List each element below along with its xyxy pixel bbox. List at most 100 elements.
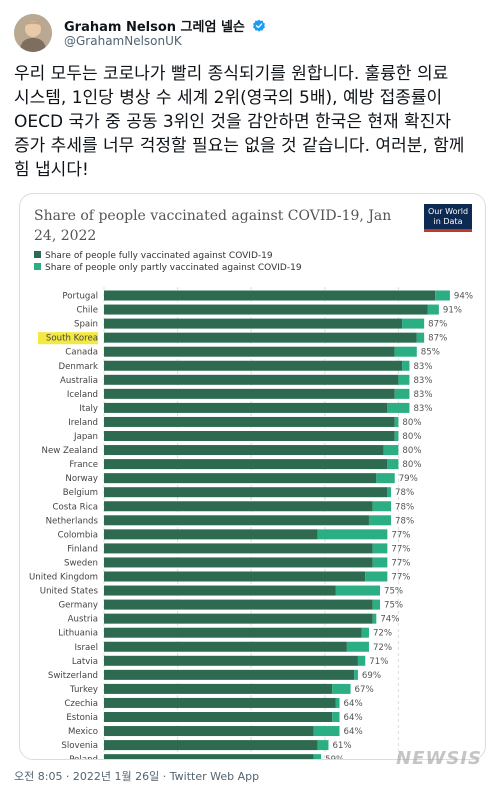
bar-fully-vaccinated [104,613,373,624]
category-label: Iceland [67,390,98,400]
legend-label-partly: Share of people only partly vaccinated a… [45,263,302,273]
bar-partly-vaccinated [402,318,425,329]
category-label: Costa Rica [53,502,98,512]
category-label: Slovenia [61,741,98,751]
bar-fully-vaccinated [104,571,366,582]
bar-fully-vaccinated [104,669,355,680]
author-handle[interactable]: @GrahamNelsonUK [64,34,182,48]
bar-partly-vaccinated [387,402,410,413]
total-value-label: 80% [402,446,421,456]
author-name-row[interactable]: Graham Nelson 그레엄 넬슨 [64,16,266,37]
legend-item-fully: Share of people fully vaccinated against… [34,250,302,262]
owid-logo-line2: in Data [433,217,463,226]
bar-partly-vaccinated [435,290,450,301]
bar-partly-vaccinated [346,641,369,652]
total-value-label: 80% [402,432,421,442]
bar-fully-vaccinated [104,318,403,329]
category-label: Latvia [72,657,98,667]
total-value-label: 77% [391,558,410,568]
category-label: Poland [69,755,98,759]
bar-partly-vaccinated [361,627,369,638]
total-value-label: 64% [344,699,363,709]
bar-partly-vaccinated [317,529,388,540]
tweet-timestamp[interactable]: 오전 8:05 · 2022년 1월 26일 · Twitter Web App [14,770,260,783]
bar-fully-vaccinated [104,557,373,568]
bar-fully-vaccinated [104,754,314,759]
avatar[interactable] [14,14,52,52]
category-label: Switzerland [48,671,98,681]
total-value-label: 78% [395,516,414,526]
verified-badge-icon [252,19,266,37]
bar-partly-vaccinated [416,332,425,343]
attached-chart-image[interactable]: Share of people vaccinated against COVID… [19,193,486,760]
category-label: Turkey [69,685,98,695]
total-value-label: 83% [413,362,432,372]
bar-partly-vaccinated [357,655,366,666]
total-value-label: 71% [369,657,388,667]
bar-partly-vaccinated [383,445,399,456]
total-value-label: 59% [325,755,344,759]
category-label: United States [40,587,99,597]
total-value-label: 75% [384,587,403,597]
legend-label-fully: Share of people fully vaccinated against… [45,251,273,261]
bar-partly-vaccinated [313,754,322,759]
category-label: France [69,460,98,470]
total-value-label: 64% [344,713,363,723]
bar-partly-vaccinated [387,459,399,470]
legend-swatch-partly [34,263,41,270]
tweet-header: Graham Nelson 그레엄 넬슨 @GrahamNelsonUK [14,10,486,56]
bar-partly-vaccinated [368,515,392,526]
total-value-label: 79% [399,474,418,484]
total-value-label: 83% [413,390,432,400]
owid-logo-line1: Our World [427,207,469,216]
bar-fully-vaccinated [104,487,388,498]
bar-fully-vaccinated [104,388,395,399]
bar-fully-vaccinated [104,360,403,371]
category-label: Estonia [66,713,98,723]
bar-partly-vaccinated [394,431,399,441]
total-value-label: 72% [373,643,392,653]
category-label: Ireland [68,418,98,428]
bar-partly-vaccinated [372,501,392,512]
total-value-label: 78% [395,502,414,512]
bar-partly-vaccinated [372,557,388,568]
bar-fully-vaccinated [104,374,399,385]
category-label: Sweden [64,558,98,568]
bar-partly-vaccinated [365,571,388,582]
newsis-watermark: NEWSIS [396,748,482,769]
bar-fully-vaccinated [104,416,395,427]
bar-partly-vaccinated [387,487,392,498]
total-value-label: 83% [413,404,432,414]
bar-fully-vaccinated [104,332,417,343]
bar-chart: 0%20%40%60%80%Portugal94%Chile91%Spain87… [29,287,473,759]
bar-fully-vaccinated [104,655,358,666]
total-value-label: 87% [428,320,447,330]
bar-partly-vaccinated [427,304,439,315]
tweet-text: 우리 모두는 코로나가 빨리 종식되기를 원합니다. 훌륭한 의료 시스템, 1… [14,64,465,180]
bar-partly-vaccinated [372,543,388,554]
category-label: Australia [60,376,98,386]
total-value-label: 91% [443,306,462,316]
total-value-label: 78% [395,488,414,498]
total-value-label: 94% [454,292,473,302]
total-value-label: 74% [380,615,399,625]
total-value-label: 72% [373,629,392,639]
total-value-label: 61% [332,741,351,751]
owid-logo: Our World in Data [424,204,472,232]
bar-fully-vaccinated [104,599,373,610]
category-label: Belgium [63,488,98,498]
bar-partly-vaccinated [394,416,399,427]
author-name[interactable]: Graham Nelson 그레엄 넬슨 [64,20,245,35]
total-value-label: 69% [362,671,381,681]
bar-fully-vaccinated [104,740,318,751]
total-value-label: 67% [355,685,374,695]
category-label: Austria [68,615,98,625]
bar-fully-vaccinated [104,304,428,315]
category-label: Canada [65,348,98,358]
category-label: United Kingdom [29,573,98,583]
bar-fully-vaccinated [104,445,384,456]
category-label: Colombia [58,530,98,540]
bar-fully-vaccinated [104,641,347,652]
total-value-label: 80% [402,418,421,428]
category-label: New Zealand [42,446,98,456]
